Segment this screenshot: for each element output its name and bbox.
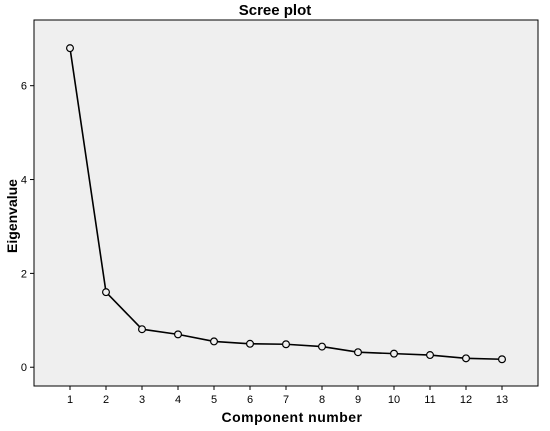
- data-point: [390, 349, 399, 358]
- data-point: [210, 337, 219, 346]
- data-point: [246, 339, 255, 348]
- data-point: [354, 348, 363, 357]
- data-point: [101, 288, 110, 297]
- data-point: [318, 342, 327, 351]
- chart-title: Scree plot: [238, 2, 312, 19]
- data-point: [174, 330, 183, 339]
- x-tick-label: 8: [319, 394, 325, 406]
- x-axis: 1 2 3 4 5 6 7 8 9 10 11 12 13: [67, 386, 508, 406]
- data-point: [462, 354, 471, 363]
- y-tick-label: 0: [21, 362, 27, 374]
- plot-area: [33, 19, 539, 387]
- data-points: [65, 44, 507, 364]
- data-point: [138, 325, 147, 334]
- y-tick-label: 2: [21, 268, 27, 280]
- x-tick-label: 6: [247, 394, 253, 406]
- x-tick-label: 9: [355, 394, 361, 406]
- data-point: [498, 355, 507, 364]
- x-tick-label: 7: [283, 394, 289, 406]
- data-point: [282, 340, 291, 349]
- y-tick-label: 6: [21, 81, 27, 93]
- y-tick-label: 4: [21, 175, 27, 187]
- x-tick-label: 12: [460, 394, 472, 406]
- x-tick-label: 10: [388, 394, 400, 406]
- x-axis-label: Component number: [221, 409, 363, 425]
- x-tick-label: 11: [424, 394, 435, 406]
- x-tick-label: 13: [496, 394, 508, 406]
- y-axis: 0 2 4 6: [21, 81, 34, 374]
- x-tick-label: 2: [103, 394, 109, 406]
- x-tick-label: 4: [175, 394, 181, 406]
- x-tick-label: 5: [211, 394, 217, 406]
- x-tick-label: 3: [139, 394, 145, 406]
- data-point: [426, 351, 435, 360]
- x-tick-label: 1: [67, 394, 73, 406]
- data-point: [65, 44, 74, 53]
